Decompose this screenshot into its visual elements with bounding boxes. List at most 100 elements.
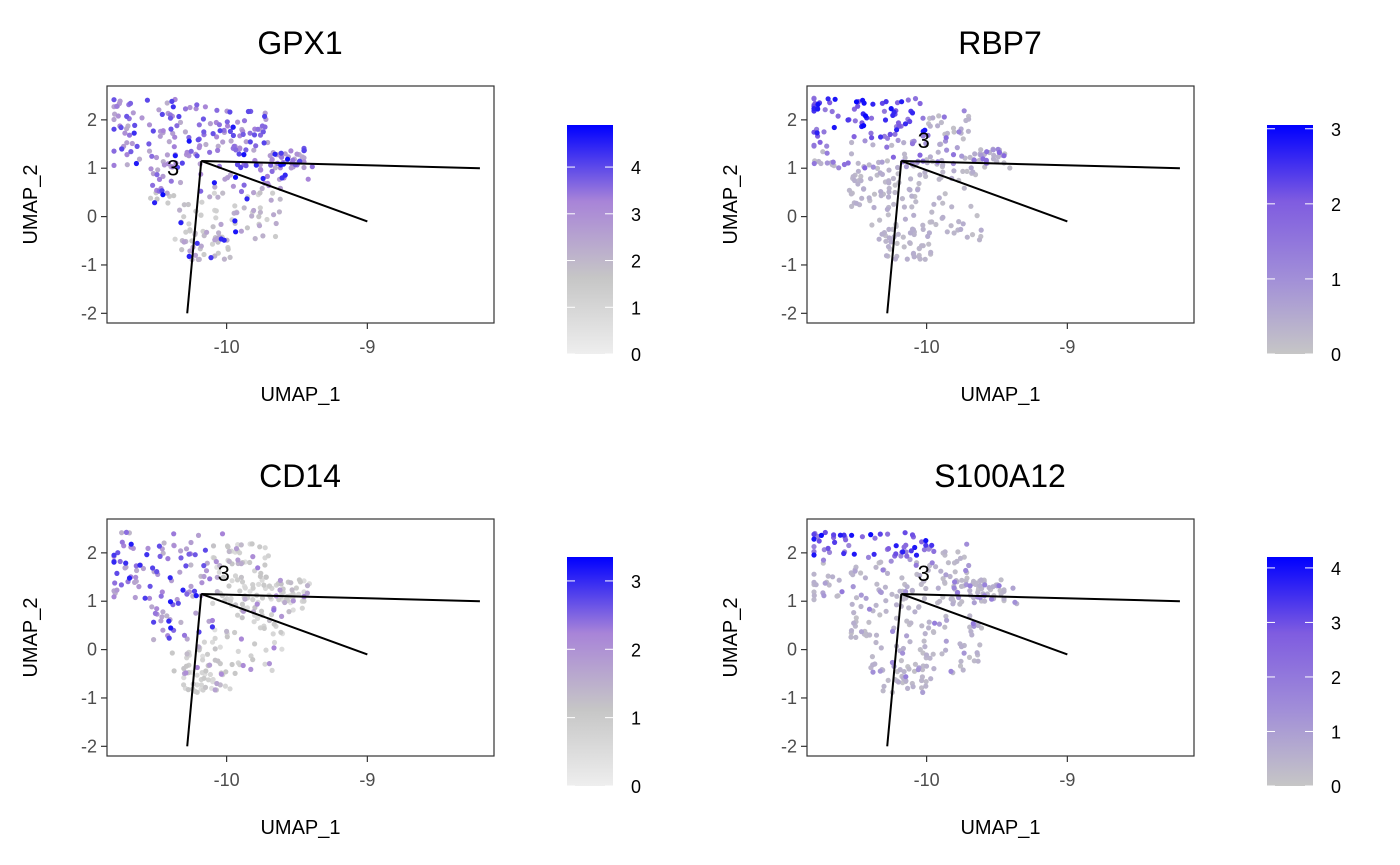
data-point (225, 123, 231, 129)
data-point (202, 104, 208, 110)
data-point (245, 108, 251, 115)
data-point (293, 585, 299, 591)
data-point (923, 542, 929, 548)
data-point (250, 597, 256, 603)
data-point (890, 175, 897, 182)
data-point (901, 244, 907, 250)
data-point (132, 579, 138, 586)
data-point (160, 128, 166, 134)
data-point (271, 645, 277, 651)
data-point (230, 183, 236, 189)
data-point (134, 567, 140, 574)
data-point (278, 629, 284, 635)
data-point (971, 157, 977, 163)
data-point (894, 127, 900, 133)
data-point (811, 597, 817, 603)
data-point (260, 175, 266, 182)
data-point (876, 236, 882, 242)
colorbar-tick-label: 2 (631, 252, 641, 272)
data-point (282, 599, 288, 606)
data-point (207, 576, 213, 582)
data-point (227, 254, 233, 260)
data-point (882, 584, 889, 590)
data-point (870, 142, 876, 148)
data-point (929, 560, 935, 566)
data-point (824, 150, 830, 156)
data-point (883, 99, 889, 105)
data-point (152, 610, 158, 617)
plot-area (806, 85, 1195, 324)
data-point (199, 580, 205, 586)
data-point (970, 620, 976, 627)
data-point (822, 529, 828, 536)
data-point (919, 243, 925, 249)
data-point (177, 119, 184, 125)
data-point (285, 156, 291, 162)
data-point (209, 639, 216, 645)
data-point (140, 565, 146, 572)
branch-label: 3 (918, 561, 930, 586)
data-point (181, 239, 187, 245)
data-point (151, 619, 157, 625)
data-point (935, 585, 941, 591)
data-point (258, 167, 264, 173)
data-point (215, 194, 221, 200)
data-point (894, 100, 901, 106)
data-point (258, 608, 265, 614)
data-point (943, 613, 949, 619)
data-point (916, 180, 922, 187)
data-point (903, 589, 909, 595)
data-point (866, 619, 872, 625)
data-point (282, 151, 288, 157)
data-point (883, 598, 889, 604)
data-point (858, 592, 864, 598)
data-point (177, 179, 184, 186)
point-layer (111, 96, 315, 263)
data-point (917, 256, 923, 262)
data-point (111, 148, 117, 154)
data-point (262, 661, 268, 667)
x-axis-title: UMAP_1 (960, 384, 1040, 406)
data-point (152, 200, 158, 206)
data-point (912, 544, 918, 551)
data-point (237, 146, 243, 152)
data-point (818, 532, 825, 539)
data-point (261, 140, 267, 146)
data-point (972, 151, 978, 157)
data-point (975, 589, 981, 596)
trajectory-segment (900, 593, 1068, 656)
data-point (252, 641, 258, 647)
data-point (895, 679, 902, 685)
data-point (257, 205, 263, 211)
data-point (194, 682, 200, 688)
data-point (118, 582, 124, 588)
data-point (935, 123, 941, 129)
data-point (974, 650, 980, 656)
data-point (941, 114, 947, 120)
panel-title: GPX1 (257, 25, 342, 61)
data-point (867, 632, 873, 638)
data-point (208, 255, 214, 261)
data-point (836, 165, 842, 171)
trajectory-segment (201, 159, 480, 170)
data-point (114, 587, 120, 593)
data-point (870, 662, 876, 668)
data-point (955, 589, 961, 596)
data-point (885, 531, 891, 537)
data-point (167, 575, 173, 581)
data-point (218, 221, 224, 227)
data-point (188, 562, 194, 568)
data-point (925, 567, 931, 573)
data-point (214, 574, 220, 580)
data-point (940, 169, 946, 175)
data-point (123, 560, 129, 566)
data-point (210, 224, 216, 230)
data-point (154, 569, 160, 575)
data-point (851, 610, 857, 616)
colorbar-tick-label: 0 (1331, 345, 1341, 365)
data-point (903, 164, 910, 170)
data-point (825, 573, 831, 579)
data-point (888, 106, 894, 112)
y-tick-label: -1 (781, 255, 797, 275)
data-point (865, 554, 872, 561)
